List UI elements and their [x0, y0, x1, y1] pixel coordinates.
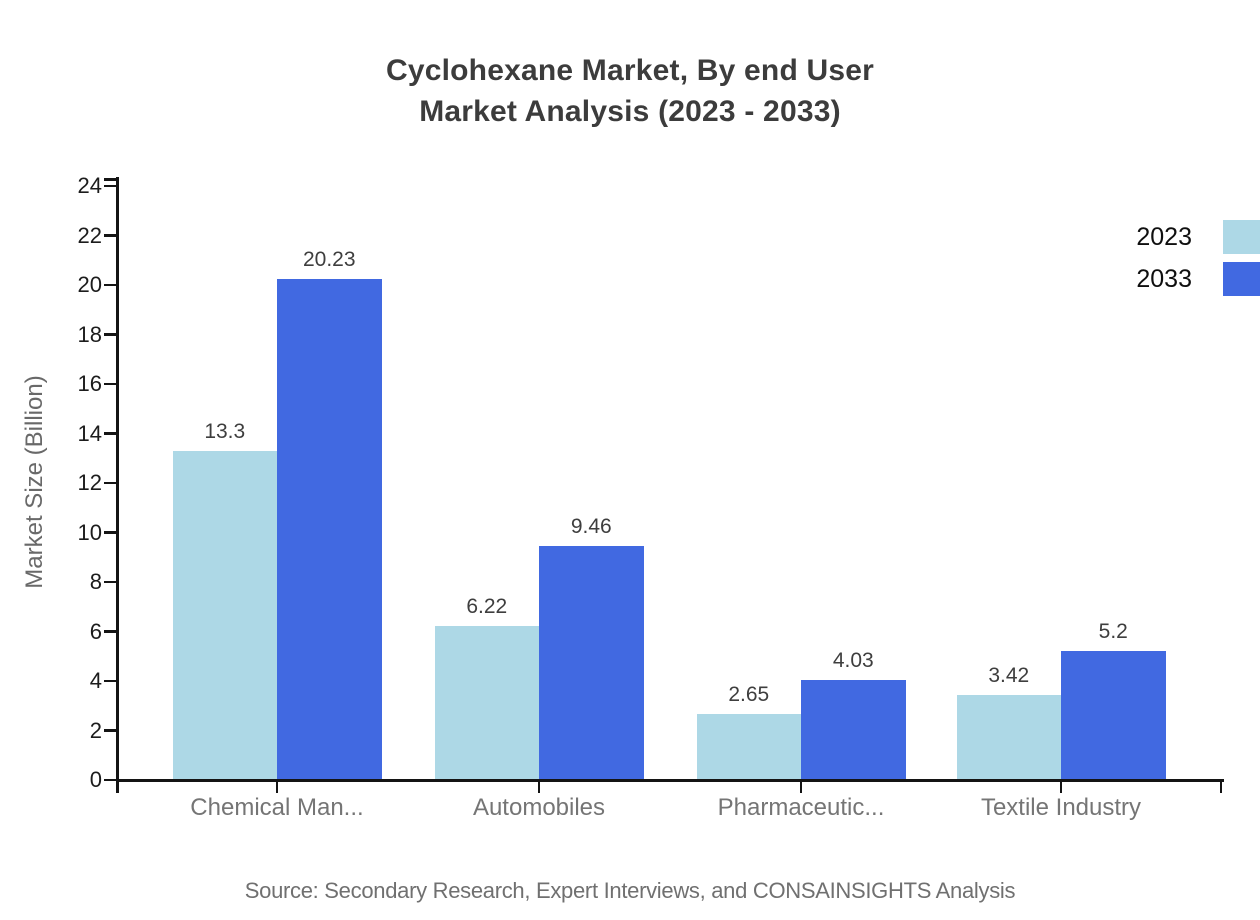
bar-2023[interactable] [434, 626, 539, 780]
y-tick [104, 531, 118, 534]
bar-value-label: 2.65 [728, 683, 770, 707]
y-tick-label: 8 [89, 569, 102, 594]
y-tick [104, 778, 118, 782]
bar-value-label: 9.46 [570, 514, 612, 538]
bar-2033[interactable] [539, 545, 644, 780]
y-tick [104, 283, 118, 287]
source-note: Source: Secondary Research, Expert Inter… [244, 878, 1016, 903]
y-tick [104, 184, 118, 188]
y-tick [104, 234, 118, 237]
x-axis [115, 778, 1224, 782]
y-tick-label: 24 [77, 173, 102, 198]
x-tick [799, 780, 803, 793]
y-tick-label: 6 [89, 618, 102, 644]
y-tick-label: 2 [89, 717, 102, 743]
x-tick [537, 780, 541, 793]
y-tick-label: 0 [89, 767, 102, 792]
x-tick [1059, 780, 1063, 793]
y-tick [104, 679, 118, 683]
bar-2033[interactable] [1061, 651, 1166, 780]
y-tick-label: 10 [77, 519, 102, 545]
y-tick-label: 18 [77, 321, 102, 347]
y-tick [104, 382, 118, 386]
y-tick-label: 22 [77, 222, 102, 248]
y-tick-label: 20 [77, 272, 102, 297]
x-category-label: Automobiles [472, 794, 606, 821]
x-tick [1219, 780, 1223, 793]
x-category-label: Pharmaceutic... [717, 794, 885, 821]
y-tick [104, 432, 118, 435]
y-axis [115, 177, 119, 793]
bar-value-label: 13.3 [204, 419, 246, 443]
y-axis-cap-tick [104, 178, 118, 181]
x-tick [275, 780, 279, 793]
bar-value-label: 5.2 [1098, 620, 1128, 644]
bar-2033[interactable] [801, 680, 906, 780]
bar-value-label: 6.22 [466, 595, 508, 619]
y-tick [104, 333, 118, 336]
chart-title: Cyclohexane Market, By end User Market A… [0, 50, 1260, 132]
bar-value-label: 4.03 [832, 649, 874, 673]
bar-2033[interactable] [277, 279, 382, 780]
y-tick-label: 4 [89, 668, 102, 693]
bar-2023[interactable] [696, 714, 801, 780]
y-tick [104, 580, 118, 584]
bar-2023[interactable] [956, 695, 1061, 780]
bar-value-label: 20.23 [302, 248, 356, 272]
y-tick [104, 729, 118, 732]
y-tick-label: 16 [77, 371, 102, 396]
chart-title-line2: Market Analysis (2023 - 2033) [419, 95, 841, 128]
y-tick [104, 630, 118, 633]
legend-item-2033[interactable]: 2033 [1080, 262, 1260, 296]
bar-2023[interactable] [172, 450, 277, 780]
legend-swatch-2023 [1223, 220, 1260, 254]
y-tick-label: 12 [77, 470, 102, 495]
legend-label: 2023 [1136, 223, 1192, 251]
y-tick-label: 14 [77, 420, 102, 446]
chart-title-line1: Cyclohexane Market, By end User [385, 54, 875, 87]
legend-swatch-2033 [1223, 262, 1260, 296]
bar-value-label: 3.42 [988, 664, 1030, 688]
x-category-label: Textile Industry [980, 794, 1142, 821]
x-category-label: Chemical Man... [190, 794, 364, 821]
legend-item-2023[interactable]: 2023 [1080, 220, 1260, 254]
y-tick [104, 481, 118, 485]
legend-label: 2033 [1136, 265, 1192, 293]
